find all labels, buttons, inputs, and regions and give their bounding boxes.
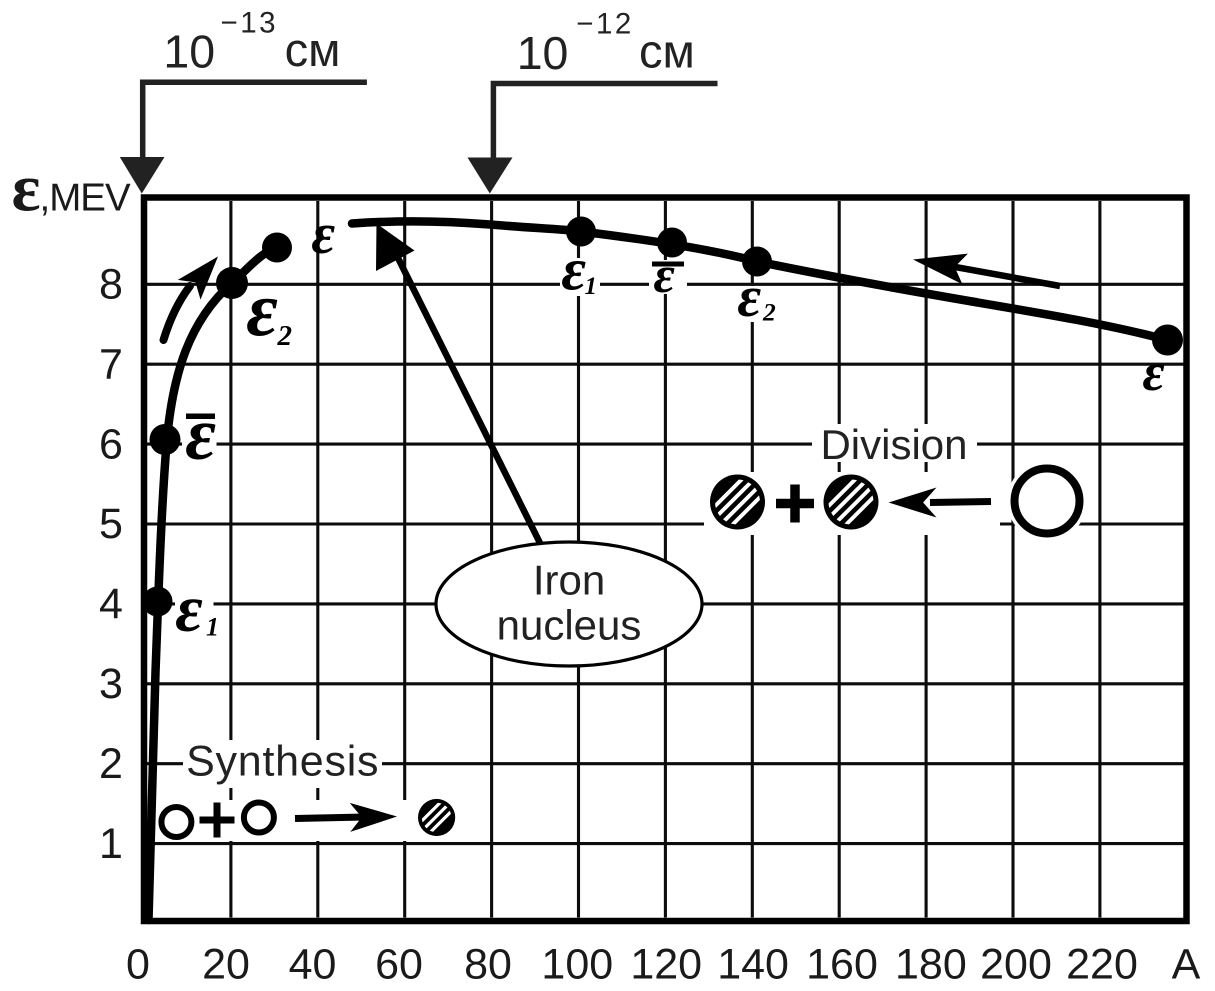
svg-text:2: 2 [762,298,776,327]
svg-text:20: 20 [202,941,250,989]
svg-text:2: 2 [99,740,123,788]
svg-text:ε: ε [175,572,202,646]
svg-text:Division: Division [820,421,967,468]
svg-text:ε: ε [654,247,675,304]
svg-text:8: 8 [99,261,123,309]
svg-text:ε: ε [1143,342,1165,402]
svg-text:ε: ε [185,393,216,476]
svg-text:см: см [285,23,341,76]
svg-text:,MEV: ,MEV [40,177,131,220]
svg-text:1: 1 [99,820,123,868]
svg-text:40: 40 [289,941,337,989]
svg-text:6: 6 [99,420,123,468]
svg-text:10: 10 [517,27,569,79]
svg-text:ε: ε [737,264,761,329]
svg-text:4: 4 [99,580,123,628]
svg-text:см: см [639,25,695,78]
svg-text:−13: −13 [221,6,279,39]
svg-text:2: 2 [277,320,293,352]
svg-text:1: 1 [206,613,219,642]
svg-text:160: 160 [806,941,878,989]
svg-text:−12: −12 [576,8,634,41]
svg-text:ε: ε [311,201,335,266]
svg-text:ε: ε [561,237,586,303]
svg-text:Iron: Iron [533,557,605,604]
svg-text:3: 3 [99,660,123,708]
svg-text:60: 60 [375,941,423,989]
svg-text:140: 140 [717,941,789,989]
svg-text:10: 10 [163,26,215,78]
svg-text:0: 0 [126,941,150,989]
svg-text:80: 80 [464,941,512,989]
svg-text:Synthesis: Synthesis [186,738,379,786]
svg-text:ε: ε [246,266,278,352]
svg-text:220: 220 [1066,941,1138,989]
svg-text:200: 200 [980,941,1052,989]
svg-text:5: 5 [99,500,123,548]
svg-text:180: 180 [895,941,967,989]
svg-text:ε: ε [12,150,41,226]
svg-text:1: 1 [585,273,598,300]
svg-text:100: 100 [541,941,613,989]
svg-text:120: 120 [630,941,702,989]
svg-text:7: 7 [99,340,123,388]
svg-text:A: A [1172,941,1201,989]
svg-text:nucleus: nucleus [497,602,642,649]
